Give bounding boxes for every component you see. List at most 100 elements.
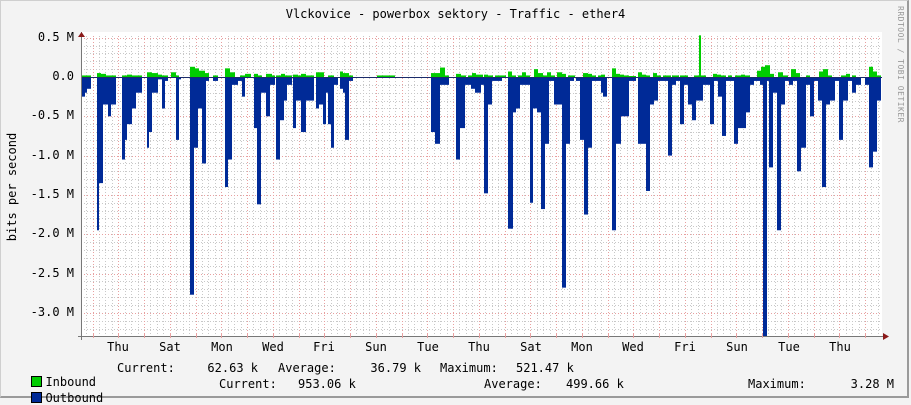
y-tick-label: 0.0 <box>52 69 74 83</box>
y-tick-label: -0.5 M <box>30 108 74 123</box>
inbound-bar <box>152 73 158 77</box>
inbound-bar <box>158 74 162 77</box>
inbound-bar <box>456 73 461 77</box>
inbound-swatch-icon <box>31 376 43 387</box>
outbound-bar <box>545 77 549 144</box>
outbound-bar <box>616 77 621 144</box>
outbound-bar <box>520 77 526 85</box>
outbound-bar <box>471 77 475 89</box>
outbound-bar <box>306 77 311 101</box>
outbound-bar <box>754 77 760 81</box>
outbound-bar <box>99 77 103 184</box>
inbound-bar <box>819 71 823 77</box>
outbound-bar <box>738 77 743 129</box>
outbound-bar <box>801 77 806 148</box>
outbound-bar <box>625 77 629 117</box>
outbound-peak-bar <box>763 77 767 336</box>
inbound-bar <box>195 68 199 77</box>
outbound-bar <box>488 77 492 105</box>
inbound-bar <box>445 75 449 77</box>
y-axis-arrow-icon <box>78 32 85 37</box>
outbound-bar <box>136 77 142 93</box>
chart-title: Vlckovice - powerbox sektory - Traffic -… <box>285 7 626 21</box>
outbound-bar <box>238 77 242 81</box>
x-tick-label: Sat <box>159 340 181 354</box>
x-tick-label: Thu <box>107 340 129 354</box>
x-tick-label: Fri <box>313 340 335 354</box>
inbound-label: Inbound <box>45 375 97 389</box>
outbound-bar <box>718 77 722 97</box>
inbound-bar <box>629 76 636 77</box>
inbound-bar <box>828 75 832 77</box>
inbound-bar <box>468 75 472 77</box>
inbound-bar <box>293 74 298 77</box>
outbound-bar <box>722 77 726 136</box>
rrdtool-watermark: RRDTOOL / TOBI OETIKER <box>896 6 905 123</box>
outbound-bar <box>440 77 445 85</box>
outbound-bar <box>822 77 826 188</box>
outbound-bar <box>596 77 601 81</box>
inbound-bar <box>254 73 258 77</box>
outbound-bar <box>541 77 545 210</box>
outbound-bar <box>323 77 326 125</box>
outbound-bar <box>158 77 162 80</box>
inbound-bar <box>320 72 324 77</box>
outbound-bar <box>566 77 570 144</box>
outbound-bar <box>287 77 292 85</box>
outbound-bar <box>612 77 616 231</box>
outbound-bar <box>603 77 607 97</box>
y-tick-label: -3.0 M <box>30 304 74 319</box>
outbound-bar <box>319 77 323 105</box>
x-tick-label: Mon <box>211 340 233 354</box>
outbound-bar <box>692 77 696 121</box>
inbound-bar <box>877 75 881 77</box>
inbound-bar <box>745 75 750 77</box>
outbound-bar <box>496 77 502 81</box>
outbound-bar <box>301 77 305 133</box>
outbound-bar <box>789 77 793 85</box>
legend-inbound: Inbound <box>17 361 96 389</box>
x-tick-label: Fri <box>674 340 696 354</box>
inbound-bar <box>522 72 526 77</box>
outbound-bar <box>206 77 209 81</box>
outbound-average-value: 499.66 k <box>566 377 624 391</box>
inbound-bar <box>245 73 251 77</box>
outbound-bar <box>576 77 580 81</box>
outbound-bar <box>270 77 275 85</box>
outbound-bar <box>769 77 773 168</box>
inbound-bar <box>852 75 856 77</box>
outbound-bar <box>456 77 460 160</box>
inbound-bar <box>543 75 547 77</box>
outbound-bar <box>839 77 843 140</box>
inbound-bar <box>638 72 642 77</box>
inbound-bar <box>598 75 601 77</box>
outbound-bar <box>149 77 152 133</box>
inbound-bar <box>672 75 679 77</box>
outbound-bar <box>481 77 484 85</box>
outbound-bar <box>650 77 654 105</box>
inbound-bar <box>601 74 605 77</box>
outbound-bar <box>533 77 537 109</box>
outbound-bar <box>877 77 881 101</box>
x-tick-label: Thu <box>829 340 851 354</box>
outbound-bar <box>97 77 99 231</box>
inbound-bar <box>431 73 440 77</box>
outbound-bar <box>232 77 238 85</box>
outbound-bar <box>688 77 692 105</box>
outbound-bar <box>848 77 852 81</box>
outbound-bar <box>460 77 465 129</box>
outbound-bar <box>343 77 345 93</box>
inbound-bar <box>526 75 530 77</box>
outbound-bar <box>646 77 650 191</box>
outbound-bar <box>492 77 496 81</box>
outbound-bar <box>865 77 869 85</box>
inbound-bar <box>476 74 483 77</box>
inbound-bar <box>225 68 230 77</box>
outbound-bar <box>106 77 108 105</box>
inbound-bar <box>199 70 205 77</box>
inbound-bar <box>721 75 726 77</box>
outbound-bar <box>194 77 198 148</box>
outbound-swatch-icon <box>31 392 43 403</box>
inbound-bar <box>680 75 684 77</box>
outbound-bar <box>257 77 261 205</box>
